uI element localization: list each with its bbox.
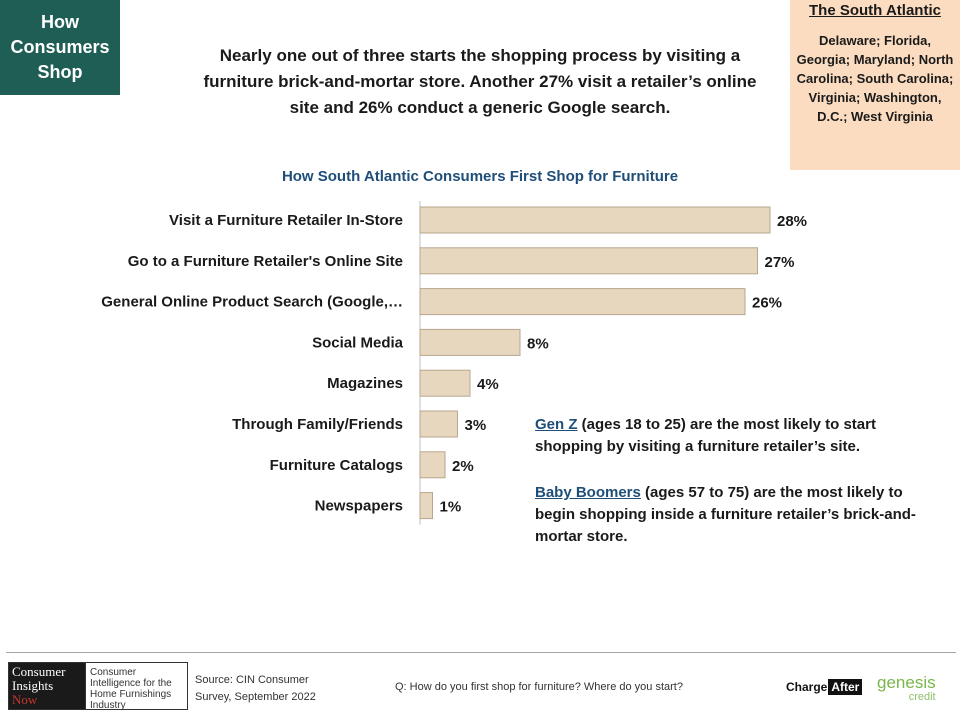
cin-logo-word-1: Consumer bbox=[12, 664, 66, 679]
bar bbox=[419, 206, 771, 234]
footer-divider bbox=[6, 652, 956, 653]
region-states: Delaware; Florida, Georgia; Maryland; No… bbox=[796, 33, 954, 124]
cin-logo: Consumer Insights Now Consumer Intellige… bbox=[8, 662, 188, 711]
data-label: 2% bbox=[452, 458, 474, 475]
chargeafter-logo: Charge After bbox=[786, 679, 863, 695]
category-label: Go to a Furniture Retailer's Online Site bbox=[128, 253, 403, 270]
badge-line-2: Consumers bbox=[10, 37, 110, 57]
region-box: The South Atlantic Delaware; Florida, Ge… bbox=[790, 0, 960, 170]
chargeafter-word-1: Charge bbox=[786, 680, 828, 694]
category-label: Social Media bbox=[312, 334, 404, 351]
cin-logo-word-2: Insights bbox=[12, 678, 54, 693]
note-baby-boomers: Baby Boomers (ages 57 to 75) are the mos… bbox=[535, 482, 930, 548]
data-label: 4% bbox=[477, 376, 499, 393]
note-baby-boomers-text: (ages 57 to 75) are the most likely to b… bbox=[535, 484, 916, 545]
note-gen-z-lead: Gen Z bbox=[535, 416, 578, 433]
data-label: 27% bbox=[765, 254, 795, 271]
survey-question: Q: How do you first shop for furniture? … bbox=[395, 681, 683, 693]
data-label: 8% bbox=[527, 335, 549, 352]
genesis-word-2: credit bbox=[908, 691, 936, 703]
chargeafter-word-2: After bbox=[828, 679, 863, 695]
badge-line-1: How bbox=[41, 12, 79, 32]
bar bbox=[419, 492, 433, 520]
data-label: 28% bbox=[777, 213, 807, 230]
source-note: Source: CIN Consumer Survey, September 2… bbox=[195, 672, 316, 706]
note-gen-z-text: (ages 18 to 25) are the most likely to s… bbox=[535, 416, 876, 455]
bar bbox=[419, 328, 521, 356]
bar bbox=[419, 369, 471, 397]
cin-logo-word-3: Now bbox=[12, 692, 38, 707]
bar bbox=[419, 288, 746, 316]
bar-chart: How South Atlantic Consumers First Shop … bbox=[101, 168, 807, 525]
genesis-credit-logo: genesis credit bbox=[877, 673, 936, 705]
data-label: 3% bbox=[465, 417, 487, 434]
bar bbox=[419, 451, 446, 479]
source-line-2: Survey, September 2022 bbox=[195, 691, 316, 703]
category-label: Furniture Catalogs bbox=[270, 457, 403, 474]
cin-logo-tagline: Consumer Intelligence for the Home Furni… bbox=[85, 663, 187, 711]
bar bbox=[419, 410, 458, 438]
category-label: General Online Product Search (Google,… bbox=[101, 294, 403, 311]
badge-line-3: Shop bbox=[37, 62, 83, 82]
genesis-word-1: genesis bbox=[877, 673, 936, 692]
note-gen-z: Gen Z (ages 18 to 25) are the most likel… bbox=[535, 414, 930, 458]
cin-logo-mark: Consumer Insights Now bbox=[9, 663, 85, 709]
headline: Nearly one out of three starts the shopp… bbox=[203, 46, 757, 117]
category-label: Visit a Furniture Retailer In-Store bbox=[169, 212, 403, 229]
note-baby-boomers-lead: Baby Boomers bbox=[535, 484, 641, 501]
category-label: Newspapers bbox=[315, 498, 403, 515]
topic-badge: How Consumers Shop bbox=[0, 0, 120, 95]
category-label: Through Family/Friends bbox=[232, 416, 403, 433]
region-title: The South Atlantic bbox=[809, 2, 941, 19]
bar bbox=[419, 247, 758, 275]
data-label: 1% bbox=[440, 499, 462, 516]
chart-title: How South Atlantic Consumers First Shop … bbox=[282, 168, 678, 185]
source-line-1: Source: CIN Consumer bbox=[195, 674, 309, 686]
data-label: 26% bbox=[752, 295, 782, 312]
category-label: Magazines bbox=[327, 375, 403, 392]
